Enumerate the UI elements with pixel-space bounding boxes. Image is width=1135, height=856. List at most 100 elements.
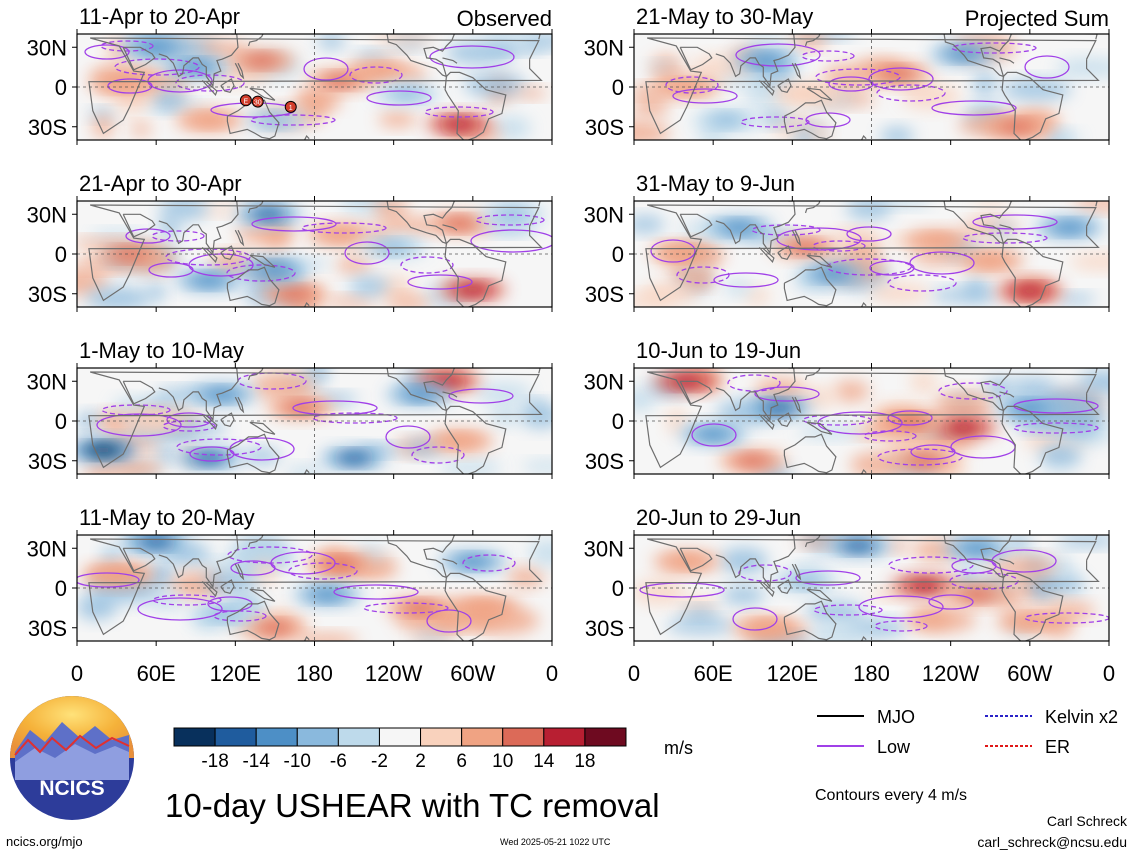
shear-anomaly-core bbox=[190, 114, 227, 127]
shear-field bbox=[634, 535, 1109, 641]
coastline bbox=[645, 538, 1100, 636]
low-contour bbox=[230, 560, 276, 576]
coastline bbox=[758, 580, 775, 598]
shear-cell bbox=[521, 460, 552, 473]
shear-cell bbox=[378, 111, 417, 128]
low-contour-negative bbox=[227, 546, 313, 564]
shear-anomaly-core bbox=[959, 542, 996, 555]
shear-cell bbox=[1049, 131, 1082, 140]
coastline bbox=[783, 600, 837, 641]
shear-cell bbox=[810, 622, 866, 641]
shear-anomaly-core bbox=[283, 401, 320, 414]
shear-anomaly-core bbox=[734, 454, 771, 467]
tc-marker bbox=[239, 94, 252, 107]
coastline bbox=[201, 246, 218, 264]
coastlines bbox=[80, 34, 543, 140]
colorbar-swatch bbox=[378, 727, 422, 747]
shear-cell bbox=[483, 222, 535, 235]
coastline bbox=[806, 421, 833, 435]
y-tick-label: 30N bbox=[27, 536, 67, 561]
low-contour-negative bbox=[175, 74, 245, 92]
shear-cell bbox=[97, 412, 131, 433]
coastline bbox=[88, 37, 543, 135]
low-contour-negative bbox=[165, 248, 251, 266]
coastline bbox=[804, 535, 821, 548]
low-contour bbox=[333, 584, 419, 600]
ticks bbox=[629, 29, 1110, 145]
logo-line bbox=[14, 734, 130, 756]
y-tick-label: 0 bbox=[55, 576, 67, 601]
low-contour-negative bbox=[727, 374, 781, 392]
x-tick-label: 0 bbox=[71, 661, 83, 686]
shear-cell bbox=[387, 295, 432, 307]
coastline bbox=[791, 229, 802, 247]
shear-anomaly-core bbox=[945, 421, 982, 434]
shear-cell bbox=[929, 288, 1001, 303]
shear-anomaly-core bbox=[761, 401, 798, 414]
low-contour bbox=[407, 274, 473, 290]
low-contour bbox=[754, 386, 820, 402]
shear-cell bbox=[439, 460, 503, 474]
low-contour-negative bbox=[363, 602, 449, 614]
coastline bbox=[783, 433, 837, 474]
ticks bbox=[72, 530, 553, 646]
low-contour bbox=[972, 214, 1058, 230]
site-link[interactable]: ncics.org/mjo bbox=[6, 834, 83, 849]
panel-title: 10-Jun to 19-Jun bbox=[636, 338, 801, 363]
coastline bbox=[860, 635, 867, 641]
coastline bbox=[444, 572, 507, 641]
shear-cell bbox=[634, 215, 665, 233]
low-contour bbox=[429, 45, 515, 69]
y-tick-label: 0 bbox=[612, 576, 624, 601]
shear-cell bbox=[147, 592, 185, 610]
coastline bbox=[777, 245, 792, 260]
coastline bbox=[80, 201, 541, 207]
coastline bbox=[444, 238, 507, 307]
ticks bbox=[629, 196, 1110, 312]
shear-cell bbox=[1047, 594, 1069, 610]
coastline bbox=[158, 201, 239, 255]
shear-anomaly-core bbox=[1011, 285, 1048, 298]
low-contour bbox=[858, 595, 944, 619]
shear-cell bbox=[833, 380, 870, 402]
coastline bbox=[804, 201, 821, 214]
low-contour bbox=[713, 272, 779, 288]
shear-cell bbox=[129, 123, 153, 136]
shear-anomaly-core bbox=[919, 234, 956, 247]
low-contour-negative bbox=[801, 50, 855, 62]
shear-cell bbox=[77, 268, 109, 296]
shear-anomaly-core bbox=[747, 54, 784, 67]
shear-field bbox=[77, 535, 552, 641]
shear-cell bbox=[1048, 554, 1073, 581]
coastline bbox=[249, 87, 276, 101]
low-contour-negative bbox=[738, 564, 792, 582]
low-contour bbox=[251, 216, 337, 232]
panel-title: 11-May to 20-May bbox=[79, 505, 255, 530]
coastline bbox=[122, 46, 156, 71]
ncics-logo: NCICS bbox=[10, 696, 134, 820]
panel-title: 11-Apr to 20-Apr bbox=[79, 4, 240, 29]
low-contour-negative bbox=[152, 594, 222, 606]
shear-anomaly-core bbox=[708, 114, 745, 127]
low-contour bbox=[909, 251, 975, 275]
shear-cell bbox=[722, 585, 765, 605]
logo-mountains-front bbox=[15, 744, 129, 780]
colorbar-label: 14 bbox=[533, 751, 555, 772]
shear-anomaly-core bbox=[1011, 615, 1048, 628]
coastline bbox=[679, 547, 713, 572]
shear-anomaly-core bbox=[322, 228, 359, 241]
coastline bbox=[234, 396, 245, 414]
low-contour bbox=[470, 229, 552, 253]
coastline bbox=[88, 204, 543, 302]
colorbar-label: -18 bbox=[201, 751, 228, 772]
coastline bbox=[249, 421, 276, 435]
shear-cell bbox=[634, 120, 671, 140]
shear-anomaly-core bbox=[441, 118, 478, 131]
y-tick-label: 30N bbox=[27, 369, 67, 394]
colorbar-label: -6 bbox=[330, 751, 347, 772]
coastline bbox=[637, 34, 1098, 40]
shear-cell bbox=[797, 424, 863, 439]
low-contour-negative bbox=[312, 412, 398, 424]
shear-cell bbox=[145, 283, 167, 301]
